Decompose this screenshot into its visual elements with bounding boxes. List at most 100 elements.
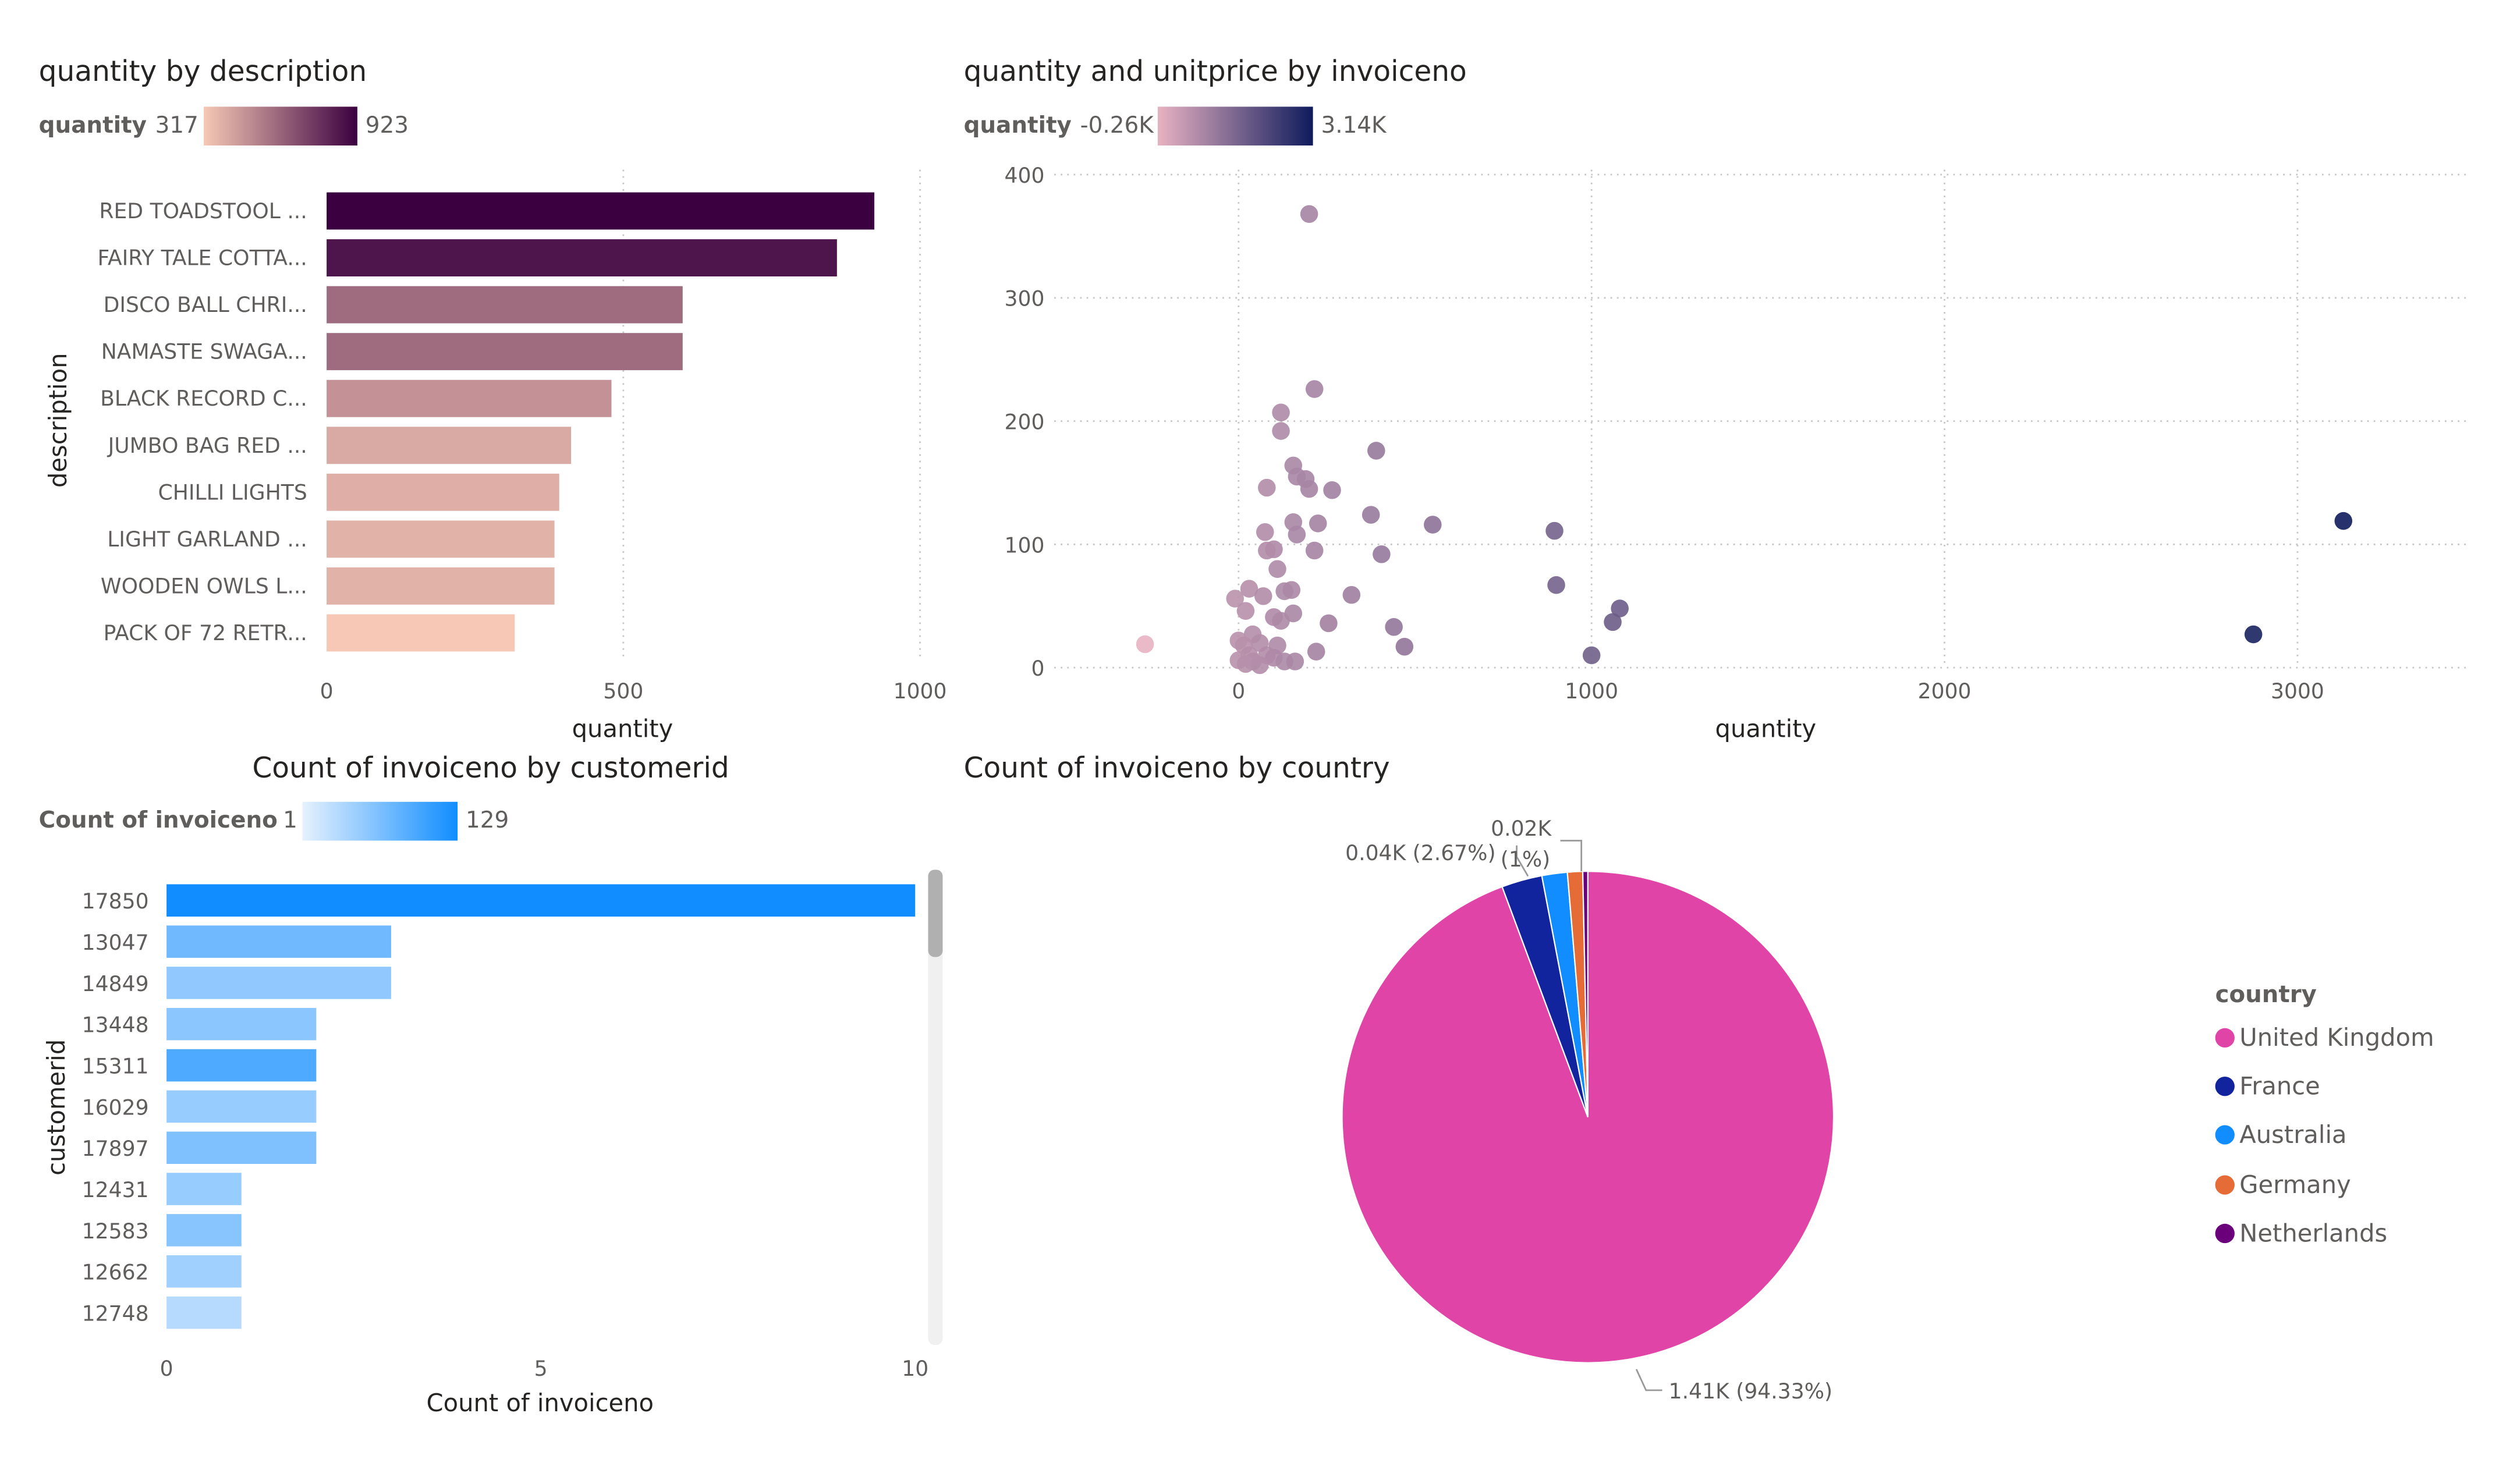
legend-dot-icon — [2215, 1223, 2235, 1244]
x-tick-label: 0 — [1232, 679, 1245, 704]
scrollbar-track[interactable] — [928, 869, 943, 1345]
scatter-point[interactable] — [1272, 403, 1290, 422]
scatter-point[interactable] — [1307, 642, 1325, 661]
scatter-point[interactable] — [1258, 478, 1276, 497]
scatter-point[interactable] — [1582, 646, 1601, 665]
scatter-point[interactable] — [1362, 506, 1380, 524]
bar-chart-title: quantity by description — [38, 56, 367, 89]
scatter-chart-title: quantity and unitprice by invoiceno — [963, 56, 1467, 89]
scatter-point[interactable] — [1373, 545, 1391, 563]
scatter-point[interactable] — [1320, 614, 1338, 633]
scatter-point[interactable] — [1611, 599, 1629, 617]
customer-y-axis-title: customerid — [42, 1039, 70, 1176]
bar-legend-label: quantity — [38, 113, 147, 139]
legend-item-germany[interactable]: Germany — [2215, 1170, 2351, 1199]
scatter-point[interactable] — [1300, 480, 1318, 498]
legend-item-united-kingdom[interactable]: United Kingdom — [2215, 1023, 2434, 1052]
scatter-point[interactable] — [1305, 380, 1324, 398]
bar[interactable] — [327, 239, 837, 277]
bar[interactable] — [327, 192, 875, 230]
legend-dot-icon — [2215, 1028, 2235, 1048]
scatter-point[interactable] — [1309, 514, 1327, 532]
france-leader-line — [1516, 845, 1529, 877]
scatter-point[interactable] — [1342, 585, 1361, 604]
bar[interactable] — [166, 1090, 317, 1123]
scatter-point[interactable] — [1275, 582, 1293, 601]
category-label: PACK OF 72 RETR... — [104, 620, 307, 645]
bar[interactable] — [166, 1131, 317, 1165]
scatter-point[interactable] — [2244, 625, 2263, 644]
scatter-point[interactable] — [1226, 590, 1245, 608]
scatter-point[interactable] — [1604, 613, 1622, 631]
legend-dot-icon — [2215, 1175, 2235, 1195]
scatter-point[interactable] — [1236, 655, 1255, 673]
country-pie-chart: 1.41K (94.33%) 0.04K (2.67%) 0.02K (1%) — [1341, 816, 1835, 1404]
scatter-point[interactable] — [1288, 526, 1306, 544]
bar[interactable] — [166, 967, 391, 999]
bar[interactable] — [327, 379, 612, 417]
scatter-legend-max: 3.14K — [1321, 113, 1387, 139]
scatter-point[interactable] — [1424, 516, 1442, 534]
bar[interactable] — [327, 427, 572, 464]
scatter-point[interactable] — [1136, 635, 1154, 654]
bar[interactable] — [166, 1007, 317, 1041]
scatter-point[interactable] — [1545, 521, 1564, 540]
scatter-point[interactable] — [1385, 618, 1403, 636]
pie-chart-title: Count of invoiceno by country — [963, 753, 1390, 786]
bar[interactable] — [166, 1296, 242, 1329]
category-label: 12431 — [82, 1177, 149, 1202]
scatter-point[interactable] — [1236, 602, 1255, 620]
legend-item-australia[interactable]: Australia — [2215, 1120, 2347, 1149]
category-label: WOODEN OWLS L... — [101, 573, 307, 598]
bar[interactable] — [166, 1255, 242, 1288]
scatter-point[interactable] — [1258, 541, 1276, 560]
x-tick-label: 1000 — [894, 679, 947, 704]
bar[interactable] — [166, 1049, 317, 1082]
scatter-point[interactable] — [1395, 637, 1414, 656]
scatter-point[interactable] — [1240, 580, 1258, 598]
category-label: 13047 — [82, 930, 149, 955]
legend-item-france[interactable]: France — [2215, 1072, 2320, 1101]
bar[interactable] — [327, 567, 555, 605]
scatter-point[interactable] — [1254, 587, 1272, 605]
scatter-point[interactable] — [1272, 422, 1290, 440]
bar[interactable] — [327, 286, 683, 324]
legend-label: Netherlands — [2239, 1219, 2388, 1248]
y-tick-label: 400 — [1005, 163, 1045, 188]
scatter-point[interactable] — [1300, 205, 1318, 223]
bar[interactable] — [327, 520, 555, 558]
scatter-point[interactable] — [1305, 541, 1324, 560]
scatter-legend-min: -0.26K — [1080, 113, 1154, 139]
category-label: DISCO BALL CHRI... — [104, 292, 307, 317]
category-label: 16029 — [82, 1095, 149, 1120]
bar-legend-gradient — [204, 106, 357, 146]
bar[interactable] — [166, 1214, 242, 1247]
scatter-point[interactable] — [1323, 481, 1341, 499]
scatter-point[interactable] — [1250, 656, 1269, 674]
france-data-label: 0.04K (2.67%) — [1345, 840, 1495, 865]
bar[interactable] — [166, 1173, 242, 1205]
pie-slice-netherlands[interactable] — [1582, 871, 1589, 1117]
category-label: 13448 — [82, 1013, 149, 1038]
category-label: CHILLI LIGHTS — [158, 480, 307, 505]
scatter-point[interactable] — [2334, 512, 2353, 530]
bar[interactable] — [166, 884, 916, 917]
y-tick-label: 300 — [1005, 286, 1045, 311]
bar[interactable] — [327, 333, 683, 371]
scatter-point[interactable] — [1286, 652, 1304, 670]
bar[interactable] — [327, 473, 559, 511]
bar[interactable] — [327, 614, 515, 652]
scatter-point[interactable] — [1367, 442, 1385, 460]
scatter-point[interactable] — [1268, 560, 1286, 578]
customer-legend-label: Count of invoiceno — [38, 808, 278, 835]
category-label: 14849 — [82, 971, 149, 996]
scrollbar-thumb[interactable] — [928, 869, 943, 957]
y-tick-label: 100 — [1005, 532, 1045, 558]
scatter-point[interactable] — [1256, 523, 1274, 541]
x-tick-label: 0 — [320, 679, 334, 704]
scatter-point[interactable] — [1547, 576, 1565, 594]
scatter-point[interactable] — [1272, 612, 1290, 630]
legend-item-netherlands[interactable]: Netherlands — [2215, 1219, 2388, 1248]
bar[interactable] — [166, 925, 391, 958]
category-label: FAIRY TALE COTTA... — [97, 246, 307, 271]
